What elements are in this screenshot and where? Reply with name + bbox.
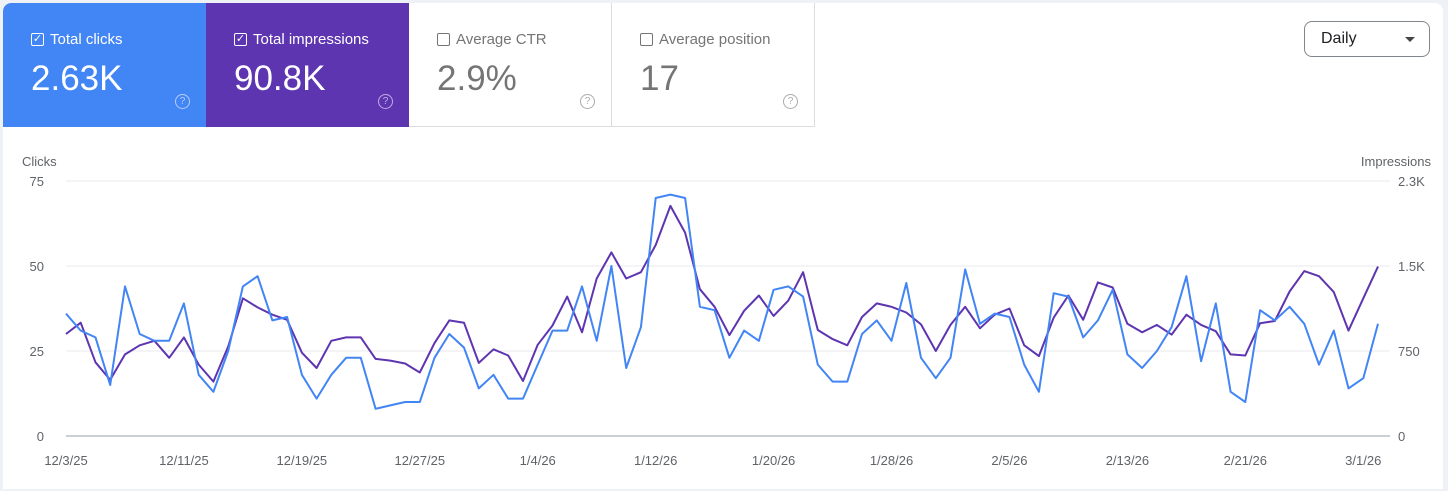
right-tick-label: 0 <box>1398 429 1405 444</box>
x-tick-label: 12/19/25 <box>277 453 328 468</box>
left-axis-title: Clicks <box>22 154 57 169</box>
tile-label: Total impressions <box>253 31 369 48</box>
series-line-impressions <box>65 204 1379 383</box>
help-icon[interactable]: ? <box>175 94 190 109</box>
help-icon[interactable]: ? <box>783 94 798 109</box>
left-tick-label: 25 <box>30 344 44 359</box>
help-icon[interactable]: ? <box>378 94 393 109</box>
performance-card: ✓ Total clicks 2.63K ? ✓ Total impressions… <box>3 3 1443 489</box>
tile-average-position[interactable]: Average position 17 ? <box>612 3 815 127</box>
right-tick-label: 2.3K <box>1398 174 1425 189</box>
tile-value: 2.9% <box>437 59 517 98</box>
left-tick-label: 75 <box>30 174 44 189</box>
left-tick-label: 0 <box>37 429 44 444</box>
tile-total-impressions[interactable]: ✓ Total impressions 90.8K ? <box>206 3 409 127</box>
metric-tiles: ✓ Total clicks 2.63K ? ✓ Total impressions… <box>3 3 815 127</box>
tile-label: Average position <box>659 31 771 48</box>
tile-value: 2.63K <box>31 59 123 98</box>
x-tick-label: 1/20/26 <box>752 453 795 468</box>
x-tick-label: 1/28/26 <box>870 453 913 468</box>
x-tick-label: 12/3/25 <box>44 453 87 468</box>
help-icon[interactable]: ? <box>580 94 595 109</box>
granularity-value: Daily <box>1321 30 1357 47</box>
right-tick-label: 1.5K <box>1398 259 1425 274</box>
tile-value: 90.8K <box>234 59 326 98</box>
x-tick-label: 12/11/25 <box>159 453 209 468</box>
granularity-dropdown[interactable]: Daily <box>1304 21 1430 57</box>
checkbox-unchecked-icon[interactable] <box>640 33 653 46</box>
x-tick-label: 3/1/26 <box>1345 453 1381 468</box>
checkbox-unchecked-icon[interactable] <box>437 33 450 46</box>
tile-label: Average CTR <box>456 31 547 48</box>
series-line-clicks <box>65 193 1379 410</box>
x-tick-label: 2/5/26 <box>991 453 1027 468</box>
tile-label: Total clicks <box>50 31 123 48</box>
checkbox-checked-icon[interactable]: ✓ <box>31 33 44 46</box>
right-tick-label: 750 <box>1398 344 1420 359</box>
x-tick-label: 1/4/26 <box>520 453 556 468</box>
dropdown-arrow-icon <box>1405 37 1415 42</box>
x-tick-label: 2/13/26 <box>1106 453 1149 468</box>
right-axis-title: Impressions <box>1361 154 1432 169</box>
left-tick-label: 50 <box>30 259 44 274</box>
tile-value: 17 <box>640 59 679 98</box>
x-tick-label: 12/27/25 <box>394 453 445 468</box>
tile-total-clicks[interactable]: ✓ Total clicks 2.63K ? <box>3 3 206 127</box>
checkbox-checked-icon[interactable]: ✓ <box>234 33 247 46</box>
tile-average-ctr[interactable]: Average CTR 2.9% ? <box>409 3 612 127</box>
x-tick-label: 1/12/26 <box>634 453 677 468</box>
x-tick-label: 2/21/26 <box>1224 453 1267 468</box>
